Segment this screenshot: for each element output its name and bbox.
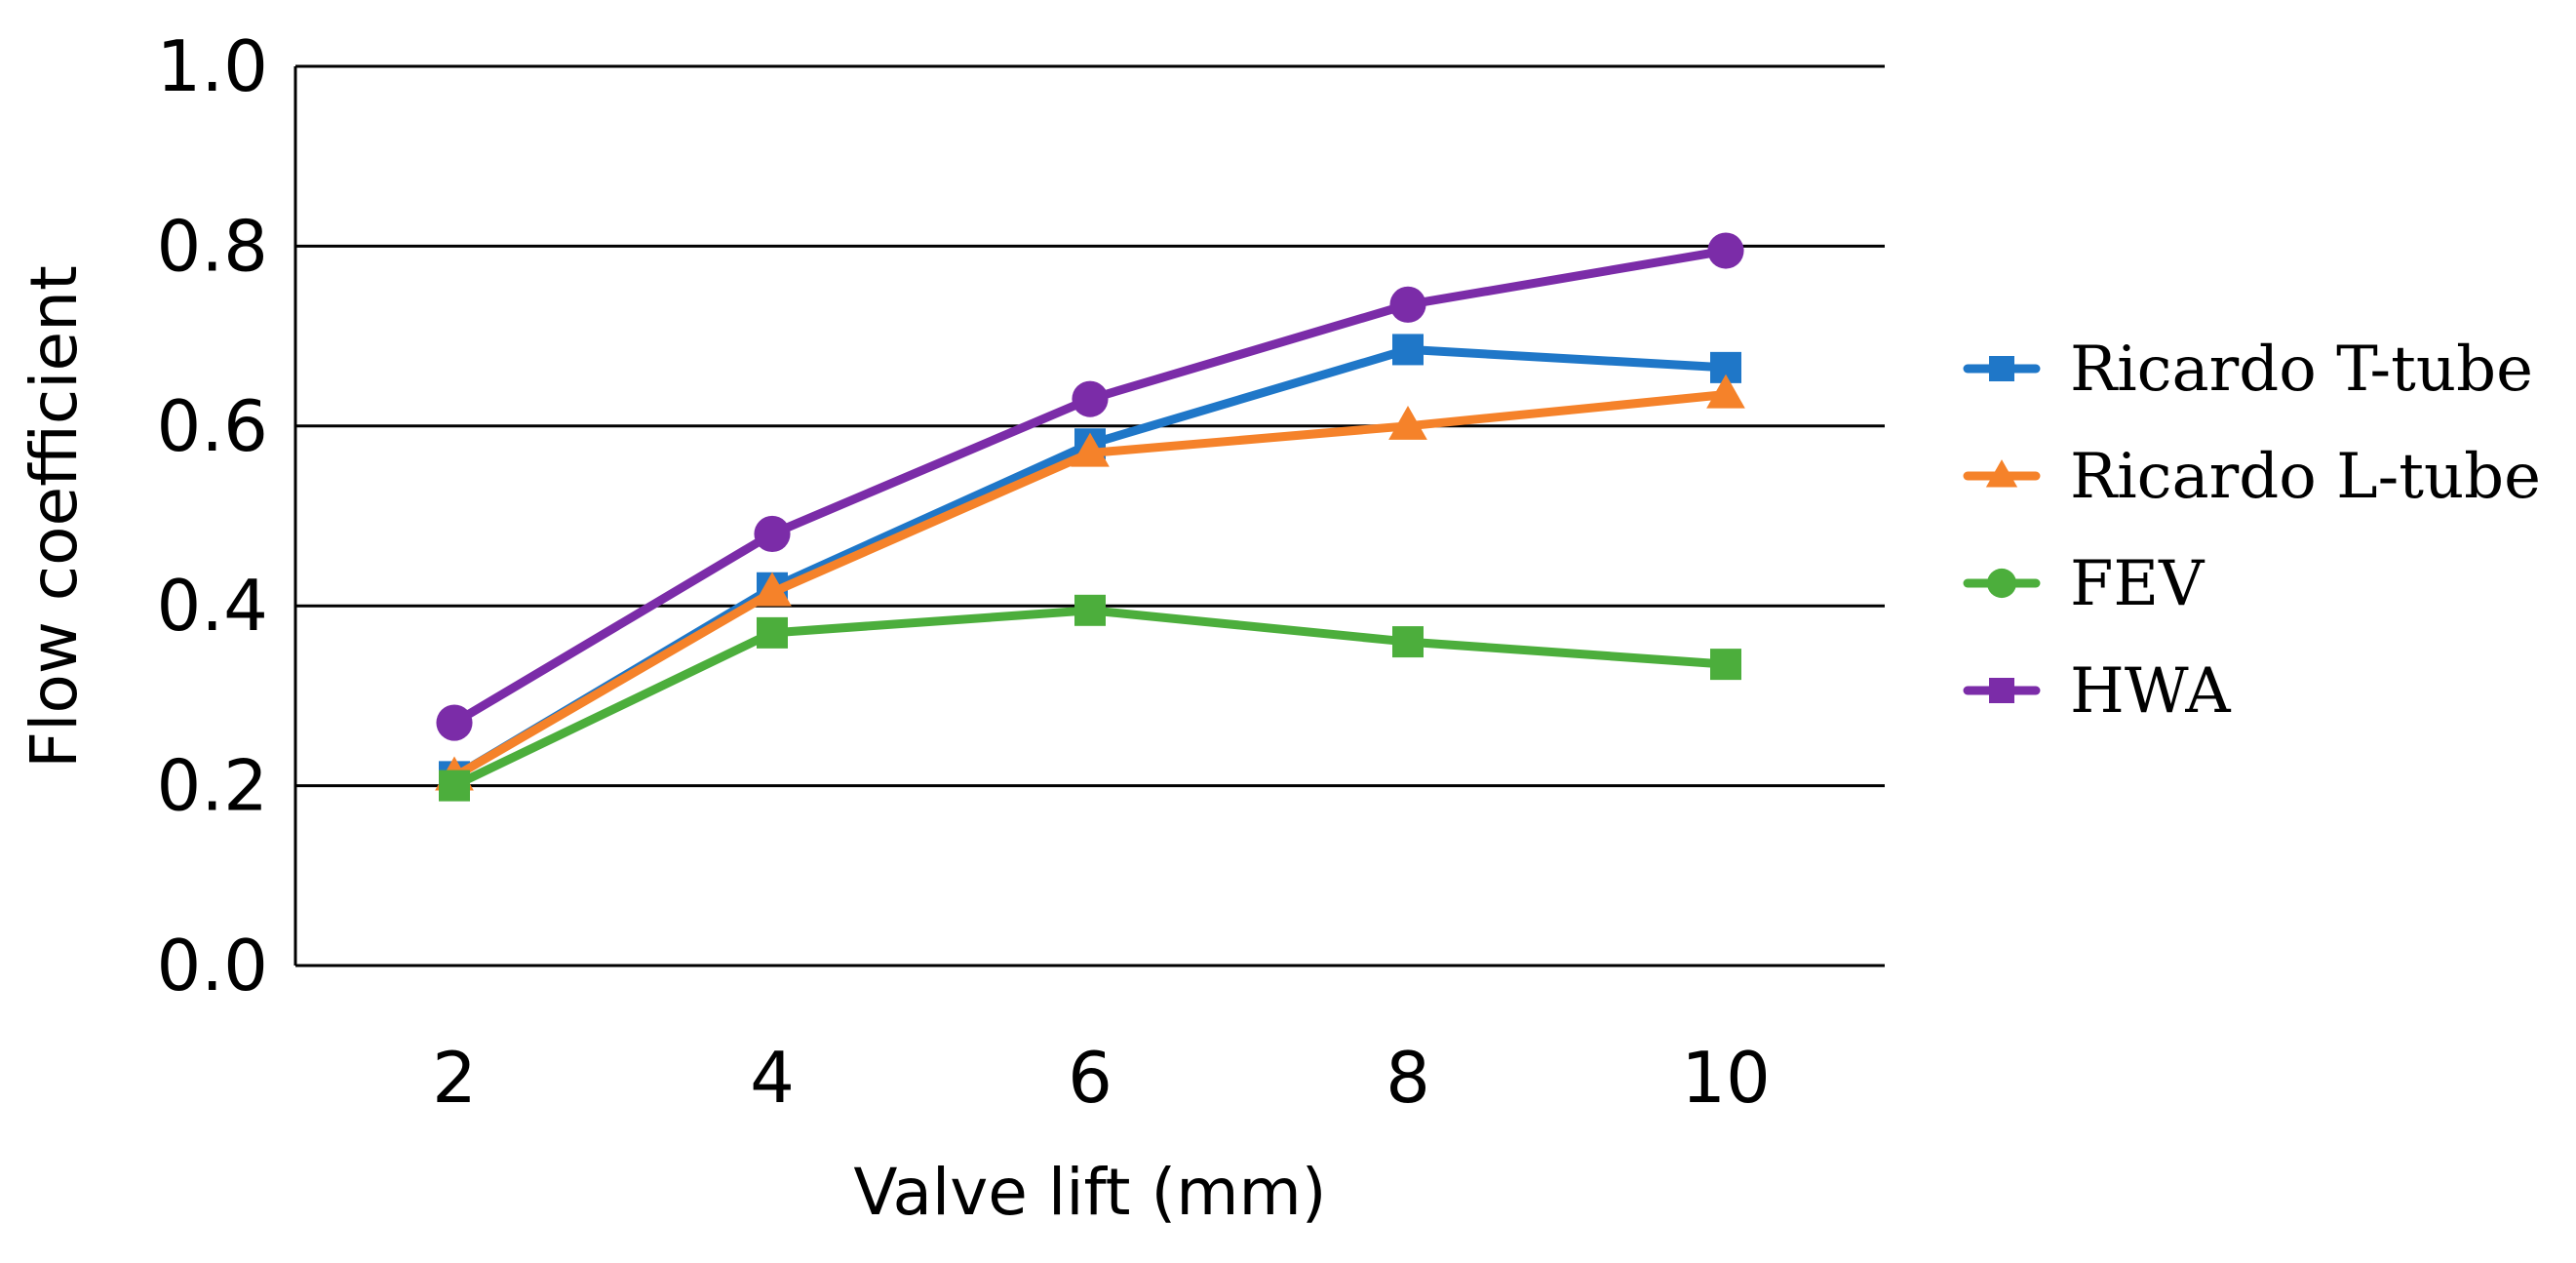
x-tick-label: 10 xyxy=(1681,1037,1771,1119)
data-point-marker xyxy=(1072,380,1109,417)
data-point-marker xyxy=(1388,405,1427,440)
axes xyxy=(293,66,1885,967)
legend-label: Ricardo T-tube xyxy=(2070,334,2533,406)
data-point-marker xyxy=(757,616,788,649)
legend-entry: FEV xyxy=(1963,548,2205,620)
legend: Ricardo T-tube Ricardo L-tube FEV HWA xyxy=(1963,334,2541,728)
data-point-marker xyxy=(1071,432,1110,467)
data-point-marker xyxy=(1392,626,1424,658)
tick-labels: 0.0 0.2 0.4 0.6 0.8 1.0 2 4 6 8 10 xyxy=(156,25,1770,1119)
legend-label: FEV xyxy=(2070,548,2205,620)
y-tick-label: 0.2 xyxy=(156,745,268,827)
y-tick-label: 0.8 xyxy=(156,205,268,287)
data-point-marker xyxy=(754,515,791,552)
x-tick-label: 4 xyxy=(750,1037,795,1119)
data-point-marker xyxy=(753,572,792,607)
series-plot-area xyxy=(435,232,1745,802)
legend-swatch-marker xyxy=(1989,678,2014,703)
x-tick-label: 6 xyxy=(1068,1037,1112,1119)
legend-label: Ricardo L-tube xyxy=(2070,441,2541,513)
data-point-marker xyxy=(1710,649,1741,681)
data-point-marker xyxy=(1707,232,1744,269)
legend-entry: HWA xyxy=(1963,655,2231,728)
x-tick-label: 2 xyxy=(432,1037,477,1119)
y-axis-title: Flow coefficient xyxy=(17,265,92,769)
data-point-marker xyxy=(439,770,470,802)
legend-entry: Ricardo L-tube xyxy=(1963,441,2541,513)
legend-entry: Ricardo T-tube xyxy=(1963,334,2533,406)
data-point-marker xyxy=(1392,334,1424,366)
data-point-marker xyxy=(1389,286,1426,323)
legend-swatch-marker xyxy=(1989,356,2014,381)
legend-swatch-marker xyxy=(1986,568,2017,599)
y-tick-label: 1.0 xyxy=(156,25,268,107)
y-tick-label: 0.0 xyxy=(156,925,268,1006)
x-tick-label: 8 xyxy=(1386,1037,1430,1119)
x-axis-title: Valve lift (mm) xyxy=(853,1155,1326,1230)
data-point-marker xyxy=(1706,374,1745,409)
data-point-marker xyxy=(1074,594,1106,626)
series-hwa xyxy=(436,232,1744,741)
y-tick-label: 0.6 xyxy=(156,385,268,467)
series-line xyxy=(449,606,1731,791)
legend-label: HWA xyxy=(2070,655,2231,728)
data-point-marker xyxy=(436,704,473,741)
series-fev xyxy=(439,594,1741,802)
grid-lines xyxy=(295,64,1885,788)
series-ricardo-l-tube xyxy=(435,374,1745,791)
legend-swatch-marker xyxy=(1985,459,2018,488)
y-tick-label: 0.4 xyxy=(156,565,268,647)
